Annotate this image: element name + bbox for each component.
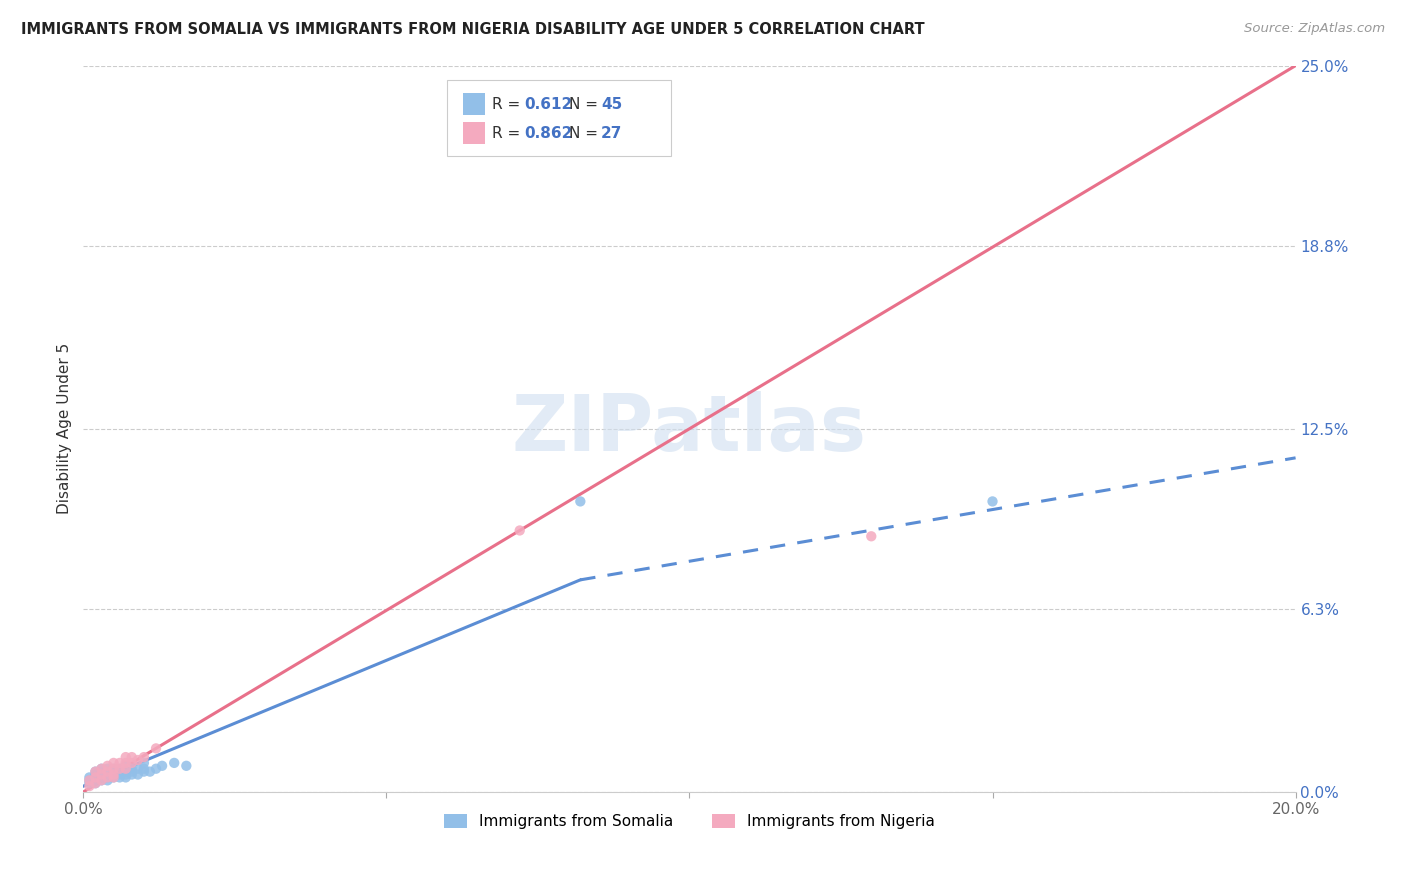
Point — [132, 762, 155, 776]
Y-axis label: Disability Age Under 5: Disability Age Under 5 — [58, 343, 72, 515]
Text: N =: N = — [569, 126, 603, 141]
Point — [90, 773, 112, 788]
Text: 0.612: 0.612 — [524, 96, 572, 112]
Point — [981, 494, 1004, 508]
Point — [139, 764, 162, 779]
Text: R =: R = — [492, 126, 524, 141]
Point — [103, 756, 125, 770]
Point — [90, 767, 112, 781]
Point — [84, 771, 107, 785]
Point — [103, 764, 125, 779]
Point — [103, 771, 125, 785]
Point — [163, 756, 186, 770]
Point — [96, 771, 118, 785]
Point — [90, 771, 112, 785]
FancyBboxPatch shape — [463, 122, 485, 144]
Point — [90, 773, 112, 788]
Point — [79, 773, 101, 788]
Text: Source: ZipAtlas.com: Source: ZipAtlas.com — [1244, 22, 1385, 36]
Point — [96, 764, 118, 779]
Point — [132, 756, 155, 770]
Point — [90, 762, 112, 776]
Point — [121, 750, 143, 764]
FancyBboxPatch shape — [463, 93, 485, 115]
Point — [108, 762, 131, 776]
Legend: Immigrants from Somalia, Immigrants from Nigeria: Immigrants from Somalia, Immigrants from… — [439, 807, 941, 835]
Point — [96, 771, 118, 785]
Point — [114, 759, 136, 773]
Point — [509, 524, 531, 538]
Point — [114, 767, 136, 781]
Point — [121, 762, 143, 776]
Point — [121, 764, 143, 779]
Point — [145, 762, 167, 776]
Point — [84, 764, 107, 779]
Point — [150, 759, 173, 773]
Point — [90, 762, 112, 776]
Point — [132, 764, 155, 779]
Point — [96, 767, 118, 781]
Point — [176, 759, 198, 773]
Point — [79, 773, 101, 788]
FancyBboxPatch shape — [447, 80, 671, 156]
Text: R =: R = — [492, 96, 524, 112]
Point — [84, 767, 107, 781]
Point — [84, 773, 107, 788]
Point — [84, 776, 107, 790]
Point — [103, 767, 125, 781]
Point — [79, 779, 101, 793]
Point — [108, 767, 131, 781]
Point — [145, 741, 167, 756]
Point — [114, 771, 136, 785]
Text: 45: 45 — [600, 96, 623, 112]
Point — [127, 762, 149, 776]
Point — [84, 764, 107, 779]
Point — [79, 776, 101, 790]
Text: 27: 27 — [600, 126, 623, 141]
Point — [114, 756, 136, 770]
Point — [103, 762, 125, 776]
Point — [96, 773, 118, 788]
Text: N =: N = — [569, 96, 603, 112]
Point — [121, 756, 143, 770]
Point — [90, 771, 112, 785]
Point — [96, 759, 118, 773]
Point — [96, 764, 118, 779]
Point — [114, 762, 136, 776]
Point — [90, 764, 112, 779]
Point — [108, 756, 131, 770]
Text: 0.862: 0.862 — [524, 126, 572, 141]
Point — [114, 764, 136, 779]
Point — [132, 750, 155, 764]
Point — [860, 529, 883, 543]
Point — [103, 767, 125, 781]
Point — [127, 767, 149, 781]
Point — [103, 762, 125, 776]
Point — [108, 771, 131, 785]
Point — [96, 762, 118, 776]
Point — [114, 750, 136, 764]
Point — [103, 771, 125, 785]
Point — [108, 762, 131, 776]
Point — [121, 767, 143, 781]
Point — [79, 771, 101, 785]
Point — [84, 771, 107, 785]
Point — [84, 776, 107, 790]
Point — [127, 753, 149, 767]
Text: IMMIGRANTS FROM SOMALIA VS IMMIGRANTS FROM NIGERIA DISABILITY AGE UNDER 5 CORREL: IMMIGRANTS FROM SOMALIA VS IMMIGRANTS FR… — [21, 22, 925, 37]
Point — [569, 494, 592, 508]
Point — [90, 767, 112, 781]
Text: ZIPatlas: ZIPatlas — [512, 391, 868, 467]
